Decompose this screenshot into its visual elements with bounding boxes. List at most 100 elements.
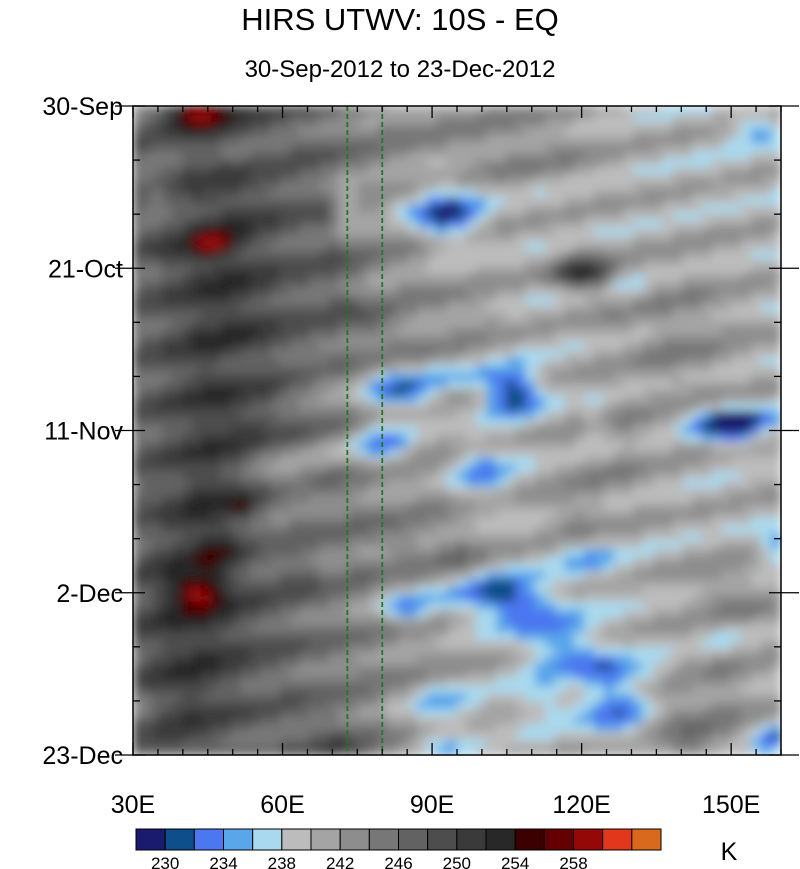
field-cell	[584, 555, 595, 565]
field-cell	[181, 151, 193, 160]
field-cell	[751, 288, 762, 298]
field-cell	[387, 502, 399, 512]
field-cell	[662, 632, 674, 641]
field-cell	[417, 639, 429, 649]
field-cell	[191, 670, 203, 680]
field-cell	[427, 517, 438, 527]
field-cell	[721, 342, 733, 351]
field-cell	[299, 227, 311, 237]
field-cell	[368, 136, 379, 145]
field-cell	[525, 548, 537, 557]
field-cell	[672, 571, 684, 580]
field-cell	[279, 311, 291, 321]
field-cell	[417, 525, 429, 535]
field-cell	[368, 426, 379, 435]
field-cell	[358, 586, 370, 596]
field-cell	[731, 479, 743, 489]
field-cell	[672, 158, 684, 168]
field-cell	[574, 227, 586, 237]
field-cell	[427, 647, 438, 657]
field-cell	[171, 357, 183, 367]
field-cell	[485, 662, 497, 672]
field-cell	[535, 235, 546, 244]
field-cell	[701, 609, 713, 619]
field-cell	[515, 655, 527, 664]
field-cell	[211, 594, 222, 603]
field-cell	[397, 533, 409, 542]
field-cell	[319, 609, 330, 619]
field-cell	[377, 609, 389, 619]
field-cell	[191, 624, 203, 634]
field-cell	[652, 479, 664, 489]
field-cell	[741, 548, 753, 557]
field-cell	[633, 617, 645, 626]
field-cell	[446, 609, 458, 619]
field-cell	[269, 456, 281, 466]
field-cell	[535, 647, 546, 657]
field-cell	[623, 502, 635, 512]
field-cell	[554, 106, 566, 115]
field-cell	[446, 273, 458, 283]
field-cell	[643, 632, 654, 641]
field-cell	[417, 189, 429, 199]
field-cell	[623, 235, 635, 244]
field-cell	[593, 235, 605, 244]
field-cell	[584, 502, 595, 512]
field-cell	[309, 342, 321, 351]
field-cell	[220, 197, 232, 206]
field-cell	[495, 678, 507, 687]
field-cell	[554, 326, 566, 336]
field-cell	[181, 533, 193, 542]
field-cell	[250, 113, 262, 122]
field-cell	[279, 136, 291, 145]
field-cell	[623, 380, 635, 390]
field-cell	[485, 555, 497, 565]
field-cell	[250, 136, 262, 145]
field-cell	[230, 479, 242, 489]
field-cell	[731, 106, 743, 115]
field-cell	[672, 151, 684, 160]
field-cell	[682, 265, 694, 275]
field-cell	[269, 594, 281, 603]
field-cell	[476, 349, 487, 359]
field-cell	[328, 220, 340, 229]
field-cell	[731, 166, 743, 176]
field-cell	[427, 204, 438, 214]
field-cell	[701, 426, 713, 435]
field-cell	[387, 258, 399, 267]
field-cell	[427, 296, 438, 306]
field-cell	[309, 464, 321, 473]
field-cell	[751, 220, 762, 229]
field-cell	[476, 525, 487, 535]
field-cell	[652, 502, 664, 512]
field-cell	[240, 647, 252, 657]
field-cell	[358, 197, 370, 206]
field-cell	[436, 617, 448, 626]
field-cell	[289, 242, 301, 252]
field-cell	[721, 311, 733, 321]
field-cell	[770, 265, 781, 275]
field-cell	[485, 128, 497, 138]
field-cell	[593, 525, 605, 535]
field-cell	[289, 227, 301, 237]
field-cell	[643, 372, 654, 382]
field-cell	[220, 624, 232, 634]
field-cell	[544, 296, 556, 306]
field-cell	[633, 555, 645, 565]
field-cell	[417, 571, 429, 580]
field-cell	[387, 166, 399, 176]
field-cell	[230, 678, 242, 687]
field-cell	[672, 304, 684, 313]
field-cell	[133, 128, 144, 138]
field-cell	[770, 456, 781, 466]
field-cell	[525, 479, 537, 489]
field-cell	[643, 143, 654, 153]
field-cell	[446, 617, 458, 626]
field-cell	[328, 517, 340, 527]
field-cell	[446, 464, 458, 473]
field-cell	[269, 510, 281, 519]
field-cell	[338, 250, 350, 260]
field-cell	[456, 273, 468, 283]
field-cell	[191, 449, 203, 458]
field-cell	[133, 288, 144, 298]
